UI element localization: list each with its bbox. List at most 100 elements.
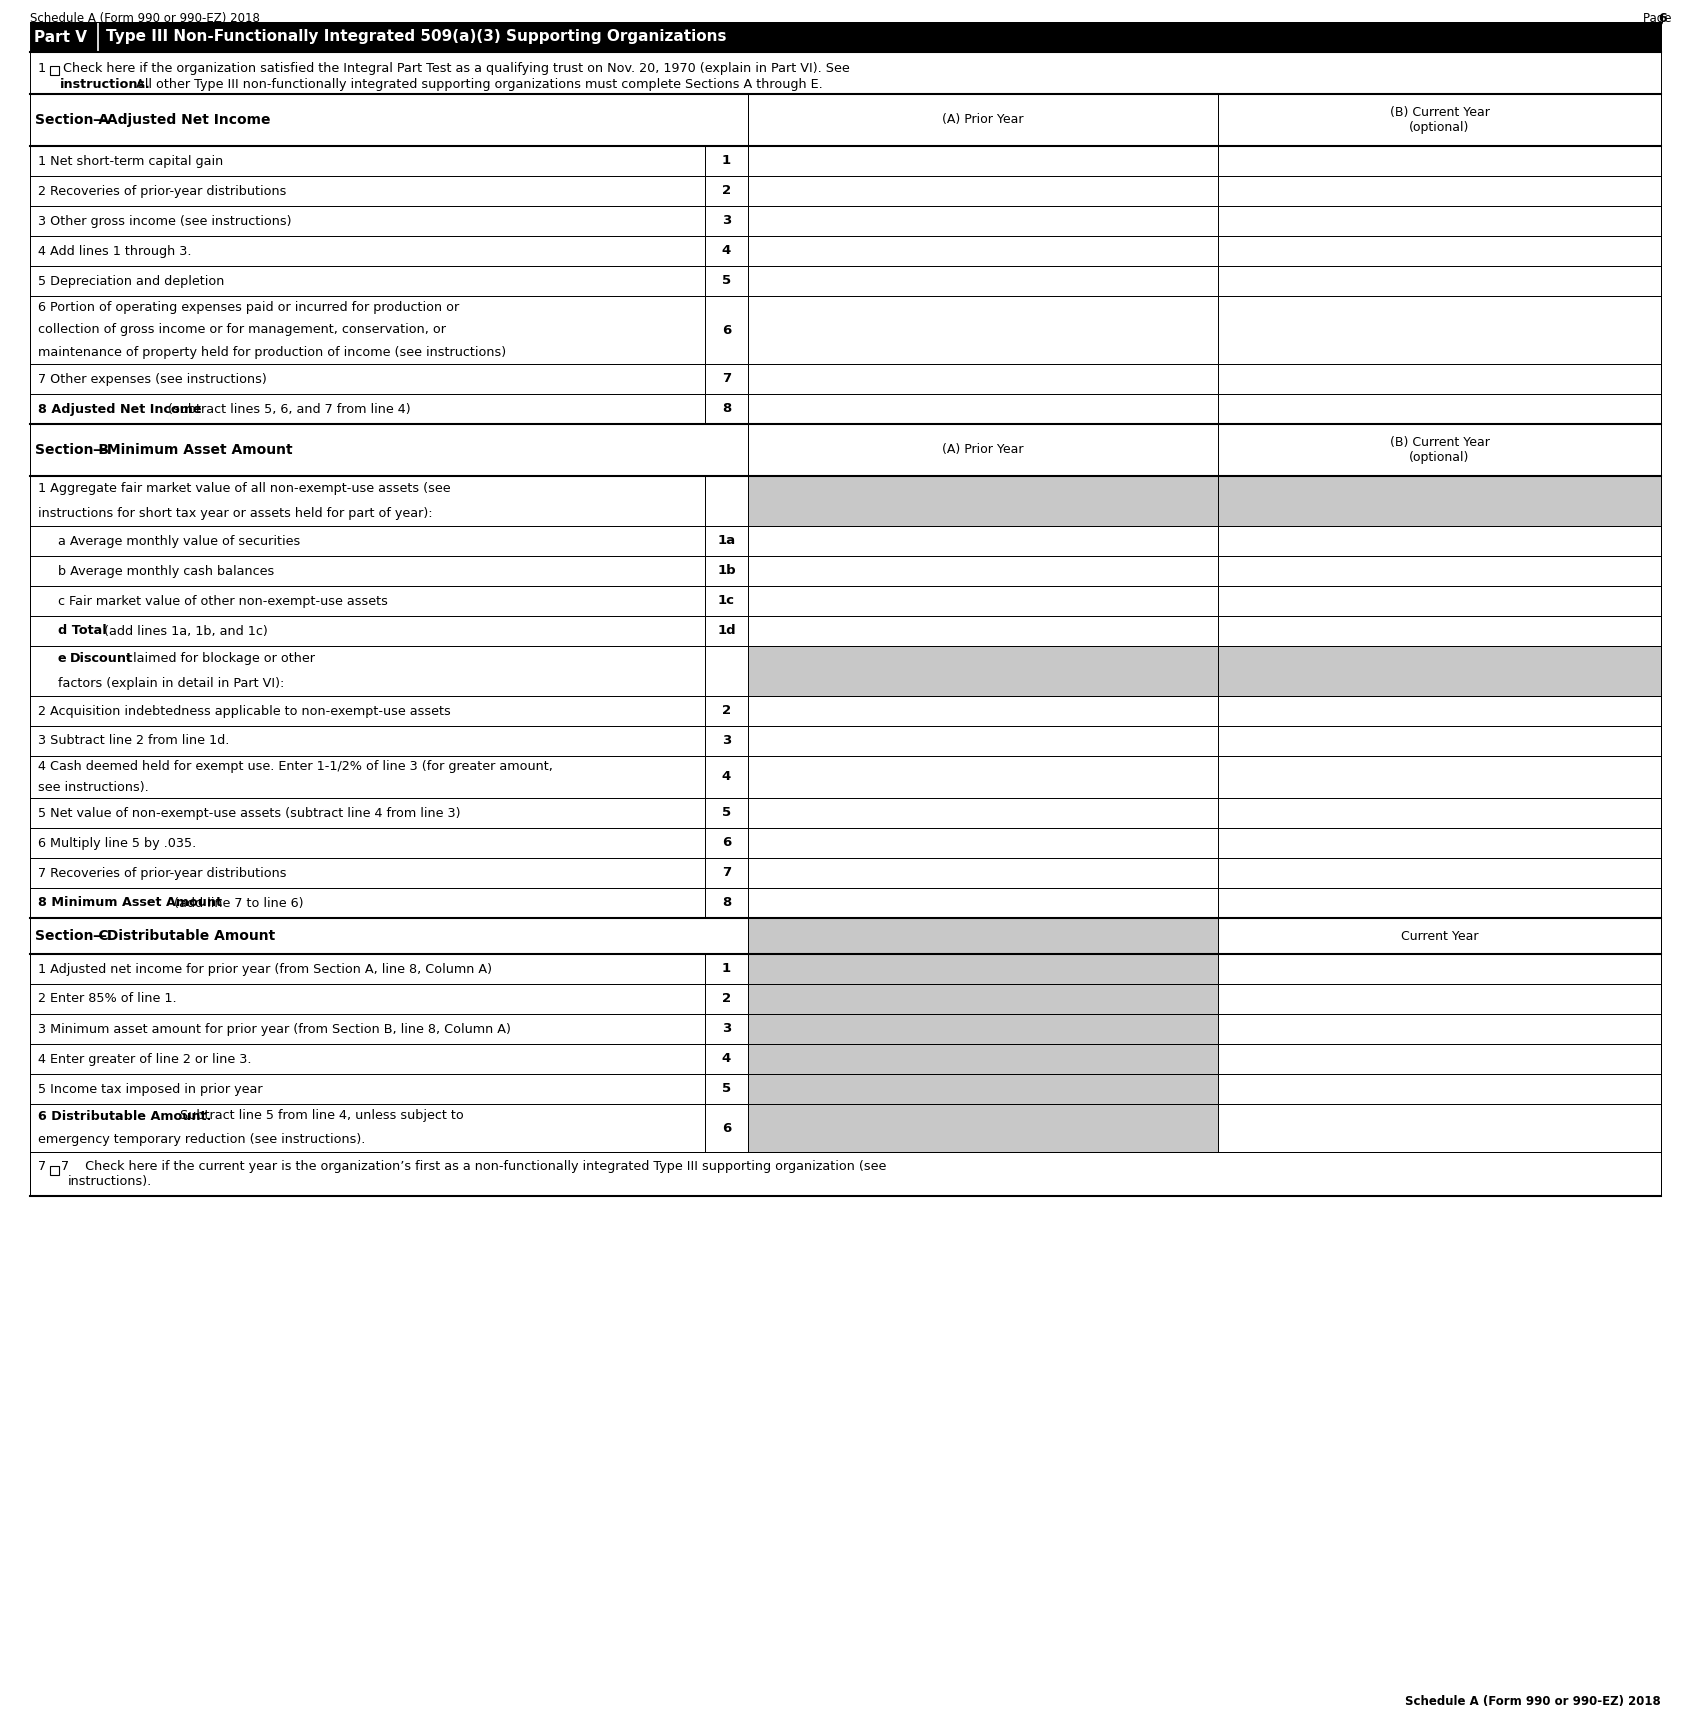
Text: All other Type III non-functionally integrated supporting organizations must com: All other Type III non-functionally inte… <box>132 77 824 91</box>
Text: 4 Cash deemed held for exempt use. Enter 1-1/2% of line 3 (for greater amount,: 4 Cash deemed held for exempt use. Enter… <box>37 759 553 773</box>
Bar <box>1218 525 1661 556</box>
Text: 2: 2 <box>722 992 731 1006</box>
Bar <box>30 889 705 918</box>
Text: 3 Minimum asset amount for prior year (from Section B, line 8, Column A): 3 Minimum asset amount for prior year (f… <box>37 1023 511 1035</box>
Text: d Total: d Total <box>57 625 107 637</box>
Bar <box>1218 556 1661 585</box>
Text: 5 Net value of non-exempt-use assets (subtract line 4 from line 3): 5 Net value of non-exempt-use assets (su… <box>37 806 460 820</box>
Bar <box>747 797 1218 828</box>
Text: 1: 1 <box>37 62 46 76</box>
Bar <box>747 363 1218 394</box>
Bar <box>705 207 747 236</box>
Bar <box>30 296 705 363</box>
Text: 1: 1 <box>722 963 731 975</box>
Bar <box>747 1104 1218 1152</box>
Bar <box>747 616 1218 646</box>
Text: 7 Other expenses (see instructions): 7 Other expenses (see instructions) <box>37 372 267 386</box>
Bar <box>705 363 747 394</box>
Bar <box>705 236 747 265</box>
Bar <box>747 918 1218 954</box>
Bar <box>30 556 705 585</box>
Bar <box>30 756 705 797</box>
Bar <box>30 1152 1661 1197</box>
Bar <box>1218 1044 1661 1075</box>
Text: 5: 5 <box>722 1083 731 1095</box>
Text: —Adjusted Net Income: —Adjusted Net Income <box>93 114 271 127</box>
Bar <box>1218 954 1661 983</box>
Text: 2: 2 <box>722 184 731 198</box>
Bar <box>1218 1075 1661 1104</box>
Text: Schedule A (Form 990 or 990-EZ) 2018: Schedule A (Form 990 or 990-EZ) 2018 <box>30 12 260 26</box>
Text: 6 Multiply line 5 by .035.: 6 Multiply line 5 by .035. <box>37 837 196 849</box>
Bar <box>30 146 705 176</box>
Bar <box>30 1104 705 1152</box>
Bar <box>30 918 1218 954</box>
Bar <box>747 828 1218 858</box>
Text: —Minimum Asset Amount: —Minimum Asset Amount <box>93 443 293 456</box>
Text: Type III Non-Functionally Integrated 509(a)(3) Supporting Organizations: Type III Non-Functionally Integrated 509… <box>107 29 727 45</box>
Bar <box>30 424 705 475</box>
Bar <box>705 296 747 363</box>
Bar <box>30 265 705 296</box>
Bar <box>51 65 59 76</box>
Bar <box>30 363 705 394</box>
Bar <box>747 265 1218 296</box>
Bar <box>30 22 1661 1197</box>
Bar <box>747 756 1218 797</box>
Text: —Distributable Amount: —Distributable Amount <box>93 928 276 944</box>
Bar <box>705 828 747 858</box>
Bar <box>30 236 705 265</box>
Bar <box>1218 756 1661 797</box>
Bar <box>30 22 98 52</box>
Bar <box>1218 95 1661 146</box>
Text: 3 Other gross income (see instructions): 3 Other gross income (see instructions) <box>37 215 291 227</box>
Bar <box>1218 1104 1661 1152</box>
Bar <box>705 983 747 1014</box>
Bar <box>30 616 705 646</box>
Text: 5: 5 <box>722 274 731 288</box>
Bar <box>1218 236 1661 265</box>
Bar <box>747 236 1218 265</box>
Text: e: e <box>57 653 71 665</box>
Bar <box>705 1104 747 1152</box>
Text: (add lines 1a, 1b, and 1c): (add lines 1a, 1b, and 1c) <box>100 625 267 637</box>
Bar <box>705 146 747 176</box>
Text: 1: 1 <box>722 155 731 167</box>
Bar <box>705 525 747 556</box>
Bar <box>30 646 705 696</box>
Bar <box>705 1014 747 1044</box>
Bar <box>30 207 705 236</box>
Bar <box>1218 296 1661 363</box>
Text: 6 Portion of operating expenses paid or incurred for production or: 6 Portion of operating expenses paid or … <box>37 301 460 313</box>
Text: 2 Recoveries of prior-year distributions: 2 Recoveries of prior-year distributions <box>37 184 286 198</box>
Bar <box>1218 176 1661 207</box>
Text: 4 Add lines 1 through 3.: 4 Add lines 1 through 3. <box>37 245 191 258</box>
Text: factors (explain in detail in Part VI):: factors (explain in detail in Part VI): <box>57 677 284 691</box>
Text: 8: 8 <box>722 403 731 415</box>
Text: 1 Adjusted net income for prior year (from Section A, line 8, Column A): 1 Adjusted net income for prior year (fr… <box>37 963 492 975</box>
Bar <box>747 475 1218 525</box>
Bar <box>30 954 705 983</box>
Bar <box>747 424 1218 475</box>
Text: 1a: 1a <box>717 534 736 548</box>
Bar <box>30 22 1661 52</box>
Bar <box>747 646 1218 696</box>
Text: 3 Subtract line 2 from line 1d.: 3 Subtract line 2 from line 1d. <box>37 735 230 747</box>
Text: 2 Enter 85% of line 1.: 2 Enter 85% of line 1. <box>37 992 176 1006</box>
Bar <box>747 1044 1218 1075</box>
Bar <box>1218 363 1661 394</box>
Bar <box>705 696 747 727</box>
Text: (A) Prior Year: (A) Prior Year <box>942 444 1023 456</box>
Bar <box>705 1044 747 1075</box>
Bar <box>30 394 705 424</box>
Bar <box>705 176 747 207</box>
Text: maintenance of property held for production of income (see instructions): maintenance of property held for product… <box>37 346 506 360</box>
Text: 7: 7 <box>722 372 731 386</box>
Bar <box>1218 646 1661 696</box>
Bar <box>30 727 705 756</box>
Text: 6: 6 <box>1657 12 1667 26</box>
Bar <box>1218 889 1661 918</box>
Text: a Average monthly value of securities: a Average monthly value of securities <box>57 534 301 548</box>
Text: Subtract line 5 from line 4, unless subject to: Subtract line 5 from line 4, unless subj… <box>176 1109 463 1123</box>
Bar <box>747 1075 1218 1104</box>
